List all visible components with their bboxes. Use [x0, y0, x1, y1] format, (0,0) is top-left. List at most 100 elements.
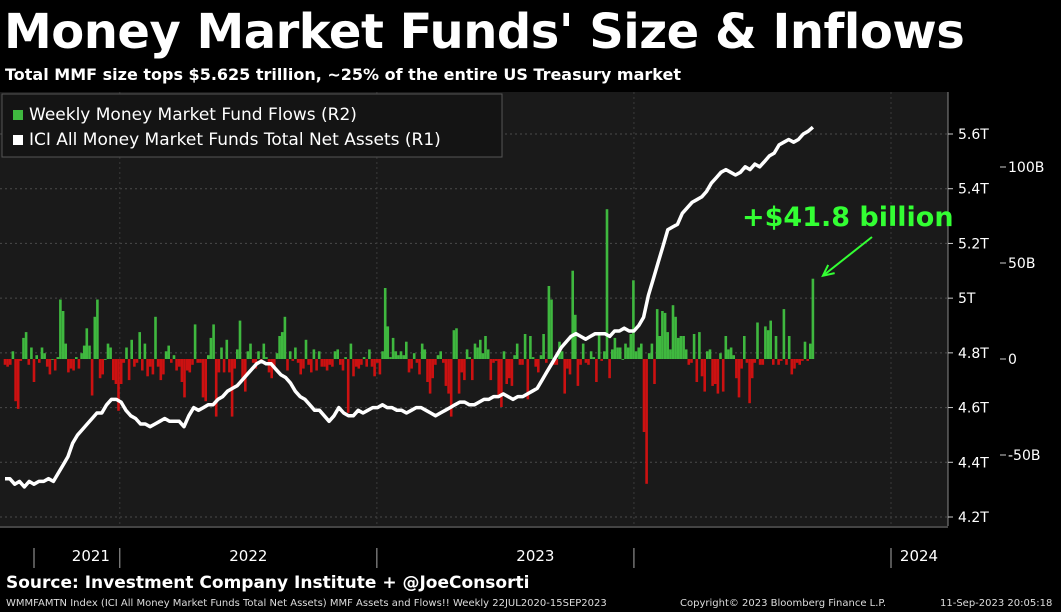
flow-bar: [513, 355, 516, 359]
flow-bar: [442, 359, 445, 363]
flow-bar: [291, 359, 295, 361]
flow-bar: [634, 351, 638, 359]
flow-bar: [38, 359, 41, 363]
flow-bar: [539, 355, 543, 359]
flow-bar: [423, 349, 427, 359]
flow-bar: [716, 359, 720, 394]
flow-bar: [214, 359, 218, 417]
flow-bar: [753, 359, 757, 363]
flow-bar: [420, 343, 424, 359]
flow-bar: [560, 351, 564, 359]
legend-swatch: [13, 110, 23, 120]
flow-bar: [114, 359, 118, 384]
flow-bar: [655, 309, 659, 359]
flow-bar: [737, 359, 741, 398]
flow-bar: [613, 337, 617, 359]
assets-line: [5, 125, 815, 489]
flow-bar: [246, 351, 250, 359]
flow-bar: [603, 351, 606, 359]
flow-bar: [463, 359, 466, 381]
flow-bar: [777, 359, 780, 365]
flow-bar: [780, 359, 783, 361]
flow-bar: [637, 347, 640, 359]
flow-bar: [307, 359, 310, 365]
flow-bar: [64, 343, 67, 359]
flow-bar: [523, 334, 527, 359]
flow-bar: [518, 359, 522, 365]
flow-bar: [587, 359, 590, 365]
flow-bar: [787, 336, 791, 359]
flow-bar: [156, 359, 160, 367]
flow-bar: [320, 359, 324, 367]
flow-bar: [154, 316, 157, 359]
flow-bar: [476, 347, 479, 359]
flow-bar: [317, 351, 321, 359]
flow-bar: [212, 324, 215, 359]
flow-bar: [365, 359, 368, 367]
flow-bar: [537, 359, 540, 373]
flow-bar: [510, 359, 514, 386]
legend: Weekly Money Market Fund Flows (R2) ICI A…: [1, 93, 503, 158]
flow-bar: [146, 359, 149, 377]
flow-bar: [90, 359, 94, 396]
flow-bar: [545, 359, 548, 363]
flow-bar: [325, 359, 329, 371]
flow-bar: [69, 359, 73, 369]
flow-bar: [658, 336, 662, 359]
flow-bar: [650, 343, 654, 359]
flow-bar: [576, 359, 580, 386]
flow-bar: [761, 359, 765, 365]
flow-bar: [275, 353, 279, 359]
flow-bar: [758, 359, 762, 365]
flow-bar: [706, 351, 709, 359]
flow-bar: [692, 334, 696, 359]
r1-tick-label: 4.4T: [958, 455, 989, 471]
flow-bar: [14, 359, 17, 402]
flow-bar: [236, 349, 239, 359]
x-tick-label: 2021: [72, 547, 110, 565]
legend-swatch: [13, 135, 23, 145]
flow-bar: [671, 305, 675, 359]
flow-bar: [104, 359, 107, 360]
flow-bar: [481, 353, 485, 359]
flow-bar: [455, 328, 458, 359]
flow-bar: [566, 359, 569, 369]
flow-bar: [283, 316, 287, 359]
flow-bar: [207, 355, 210, 359]
flow-bar: [133, 359, 136, 367]
flow-bar: [505, 359, 508, 384]
footer-timestamp: 11-Sep-2023 20:05:18: [940, 598, 1053, 609]
flow-bar: [328, 359, 332, 365]
flow-bar: [750, 359, 754, 379]
flow-bar: [626, 347, 630, 359]
flow-bar: [98, 359, 102, 379]
flow-bar: [444, 359, 448, 386]
flow-bar: [357, 359, 361, 369]
flow-bar: [574, 314, 577, 359]
flow-bar: [460, 359, 464, 373]
flow-bar: [299, 359, 302, 375]
flow-bar: [494, 359, 498, 361]
flow-bar: [40, 347, 44, 359]
r1-tick-label: 5T: [958, 291, 976, 307]
flow-bar: [600, 359, 603, 361]
flow-bar: [698, 332, 701, 359]
source-note: Source: Investment Company Institute + @…: [6, 573, 530, 593]
flow-bar: [310, 359, 313, 373]
r2-tick-label: -50B: [1008, 448, 1040, 464]
flow-bar: [164, 351, 168, 359]
flow-bar: [471, 359, 474, 381]
flow-bar: [452, 330, 456, 359]
flow-bar: [618, 347, 622, 359]
flow-bar: [666, 332, 669, 359]
flow-bar: [373, 359, 376, 377]
flow-bar: [647, 353, 651, 359]
flow-bar: [811, 278, 815, 359]
flow-bar: [225, 339, 229, 359]
flow-bar: [529, 336, 532, 359]
flow-bar: [265, 357, 268, 359]
flow-bar: [228, 359, 231, 373]
flow-bar: [3, 359, 7, 365]
flow-bar: [674, 316, 677, 359]
flow-bar: [378, 359, 382, 375]
